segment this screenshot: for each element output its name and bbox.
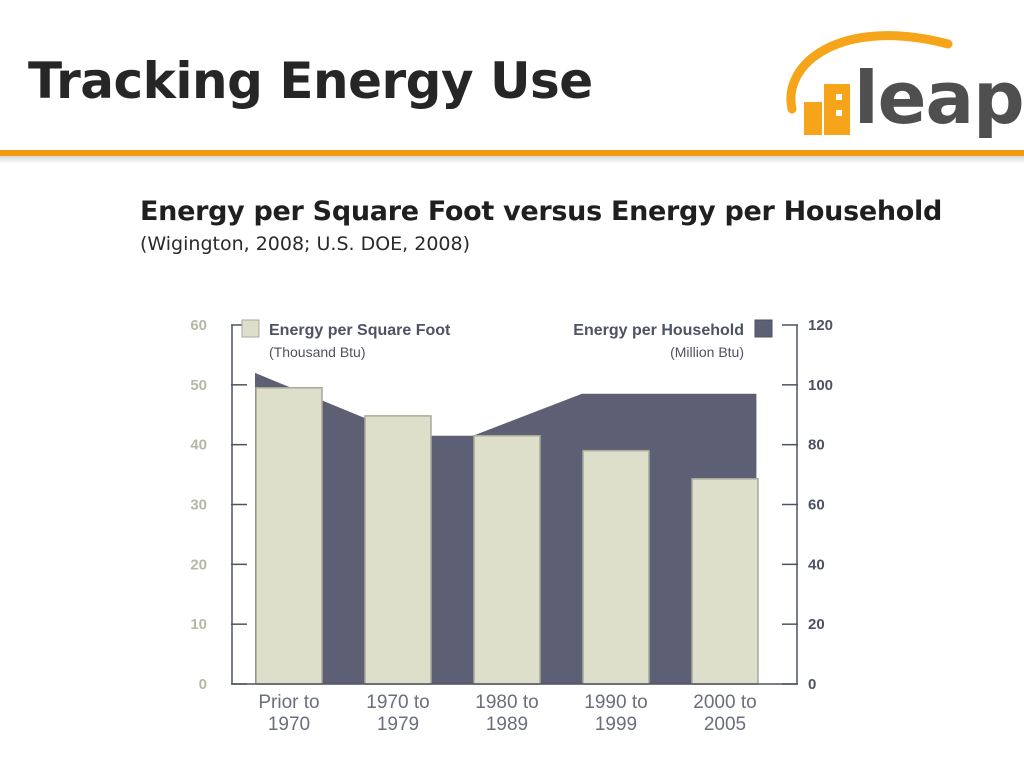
category-label: 1999 (595, 714, 637, 735)
leap-logo (786, 31, 953, 135)
bar-square-foot-0 (255, 387, 323, 685)
bar-square-foot-2 (473, 434, 541, 685)
bar-square-foot-4 (691, 478, 759, 685)
category-label: Prior to (258, 692, 319, 713)
logo-building-small (804, 102, 822, 135)
left-tick-label: 60 (190, 317, 207, 334)
category-label: 1990 to (584, 692, 647, 713)
left-tick-label: 50 (190, 377, 207, 394)
category-label: 1979 (377, 714, 419, 735)
left-tick-label: 40 (190, 437, 207, 454)
category-label: 1980 to (475, 692, 538, 713)
left-tick-label: 30 (190, 497, 207, 514)
legend-label-household: Energy per Household (573, 322, 744, 339)
title-divider-shadow (0, 156, 1024, 164)
right-tick-label: 40 (808, 556, 825, 573)
title-divider (0, 150, 1024, 156)
legend-unit-household: (Million Btu) (670, 344, 744, 360)
right-tick-label: 80 (808, 437, 825, 454)
right-tick-label: 120 (808, 317, 833, 334)
legend-swatch-household (754, 319, 773, 338)
left-tick-label: 0 (199, 676, 207, 693)
category-label: 1989 (486, 714, 528, 735)
right-tick-label: 20 (808, 616, 825, 633)
chart-subtitle: (Wigington, 2008; U.S. DOE, 2008) (140, 233, 471, 255)
legend-unit-square-foot: (Thousand Btu) (269, 344, 366, 360)
right-tick-label: 0 (808, 676, 816, 693)
right-tick-label: 60 (808, 497, 825, 514)
left-tick-label: 20 (190, 556, 207, 573)
legend-swatch-square-foot (241, 319, 260, 338)
category-label: 1970 (268, 714, 310, 735)
category-label: 1970 to (366, 692, 429, 713)
logo-text: leap (854, 56, 1024, 140)
category-label: 2000 to (693, 692, 756, 713)
right-tick-label: 100 (808, 377, 833, 394)
logo-building-tall (824, 84, 850, 135)
bar-square-foot-1 (364, 415, 432, 685)
category-label: 2005 (704, 714, 746, 735)
slide-title: Tracking Energy Use (28, 52, 593, 110)
logo-arc (786, 31, 953, 114)
legend-label-square-foot: Energy per Square Foot (269, 322, 451, 339)
left-tick-label: 10 (190, 616, 207, 633)
chart-title: Energy per Square Foot versus Energy per… (140, 196, 943, 227)
bar-square-foot-3 (582, 449, 650, 685)
